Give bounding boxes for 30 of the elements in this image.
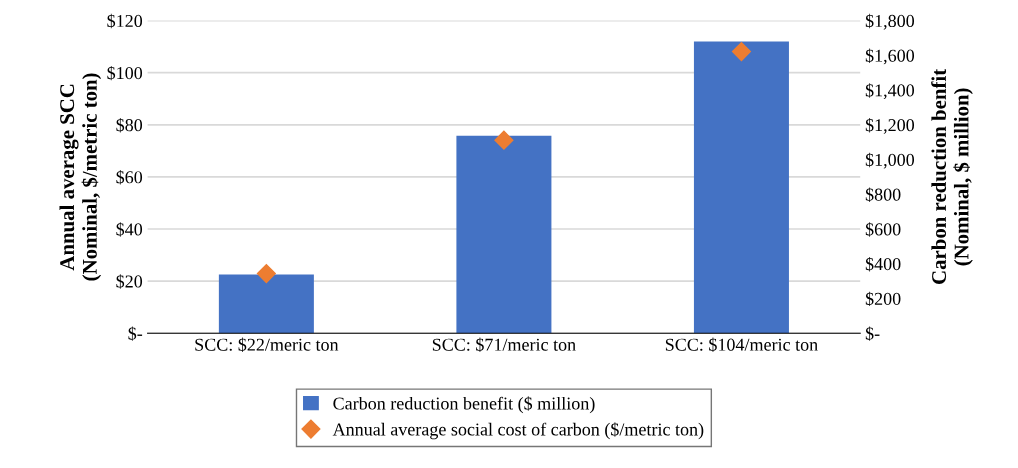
bar — [218, 274, 314, 334]
point — [494, 130, 514, 150]
y2-tick-label: $600 — [865, 222, 901, 237]
y-tick-label: $60 — [116, 170, 143, 185]
y2-tick-label: $1,400 — [865, 83, 915, 100]
y2-tick-label: $1,800 — [865, 13, 915, 30]
y2-tick-label: $1,000 — [865, 152, 915, 169]
legend-label: Annual average social cost of carbon ($/metric ton) — [332, 422, 704, 440]
y2-tick-label: $1,200 — [865, 117, 915, 134]
y-axis-title: Annual average SCC (Nominal, $/metric ton) — [59, 73, 102, 281]
legend-label: Carbon reduction benefit ($ million) — [333, 396, 595, 414]
y-tick-label: $100 — [107, 65, 143, 81]
y-tick-label: $40 — [116, 222, 143, 237]
y2-tick-label: $800 — [865, 187, 901, 202]
y2-tick-label: $- — [865, 326, 880, 341]
x-tick-label: SCC: $104/meric ton — [665, 337, 818, 352]
y2-tick-label: $1,600 — [865, 48, 915, 65]
y-tick-label: $20 — [116, 274, 143, 289]
point — [256, 264, 276, 284]
y2-axis-title: Carbon reduction benfit (Nominal, $ million) — [931, 68, 973, 284]
point — [731, 42, 751, 62]
x-tick-label: SCC: $22/meric ton — [195, 337, 339, 352]
y-tick-label: $120 — [107, 13, 143, 29]
y2-tick-label: $200 — [865, 291, 901, 307]
y-tick-label: $80 — [116, 117, 143, 133]
x-tick-label: SCC: $71/meric ton — [432, 337, 576, 352]
bar — [456, 135, 552, 334]
bar — [693, 41, 789, 334]
y2-tick-label: $400 — [865, 256, 901, 272]
y-tick-label: $- — [128, 326, 143, 341]
